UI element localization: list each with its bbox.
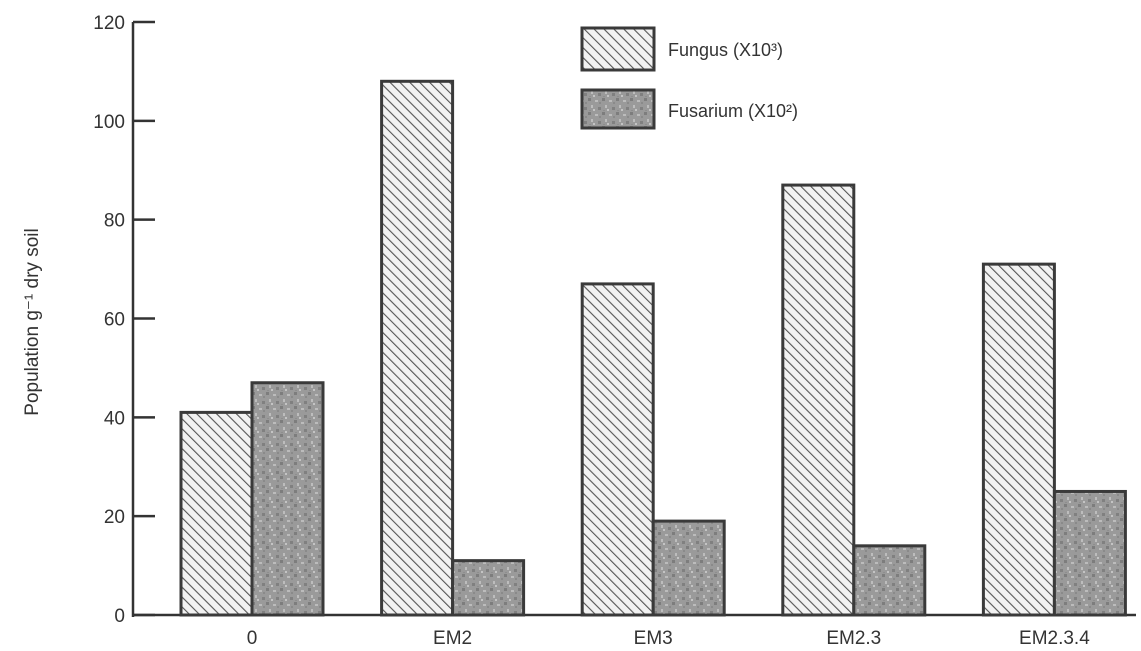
y-tick-label: 100 xyxy=(93,112,125,133)
bar-fusarium-0 xyxy=(250,381,325,617)
legend: Fungus (X10³) Fusarium (X10²) xyxy=(580,26,798,130)
x-axis-tick-labels: 0 EM2 EM3 EM2.3 EM2.3.4 xyxy=(247,628,1090,649)
bar-fungus-EM3 xyxy=(580,282,655,617)
legend-label-fusarium: Fusarium (X10²) xyxy=(668,101,798,121)
legend-swatch-fusarium xyxy=(580,88,656,130)
bar-fusarium-EM2 xyxy=(451,559,526,617)
bar-fungus-EM2.3 xyxy=(781,183,856,617)
y-tick-label: 60 xyxy=(104,310,125,331)
bar-fungus-0 xyxy=(179,410,254,617)
x-tick-label: EM2.3.4 xyxy=(1019,628,1090,649)
bar-fungus-EM2 xyxy=(380,79,455,617)
x-tick-label: EM3 xyxy=(634,628,673,649)
y-axis-label: Population g⁻¹ dry soil xyxy=(22,228,43,415)
y-tick-label: 0 xyxy=(114,606,125,627)
bar-fungus-EM2.3.4 xyxy=(981,262,1056,617)
bar-fusarium-EM2.3.4 xyxy=(1052,489,1127,617)
y-tick-label: 80 xyxy=(104,211,125,232)
y-tick-label: 20 xyxy=(104,507,125,528)
y-tick-label: 40 xyxy=(104,408,125,429)
x-tick-label: 0 xyxy=(247,628,258,649)
bar-fusarium-EM3 xyxy=(651,519,726,617)
legend-swatch-fungus xyxy=(580,26,656,72)
y-axis-ticks: 0 20 40 60 80 100 120 xyxy=(93,13,155,627)
x-tick-label: EM2.3 xyxy=(826,628,881,649)
legend-label-fungus: Fungus (X10³) xyxy=(668,40,783,60)
bar-fusarium-EM2.3 xyxy=(852,544,927,617)
bars xyxy=(179,79,1127,617)
x-tick-label: EM2 xyxy=(433,628,472,649)
y-tick-label: 120 xyxy=(93,13,125,34)
